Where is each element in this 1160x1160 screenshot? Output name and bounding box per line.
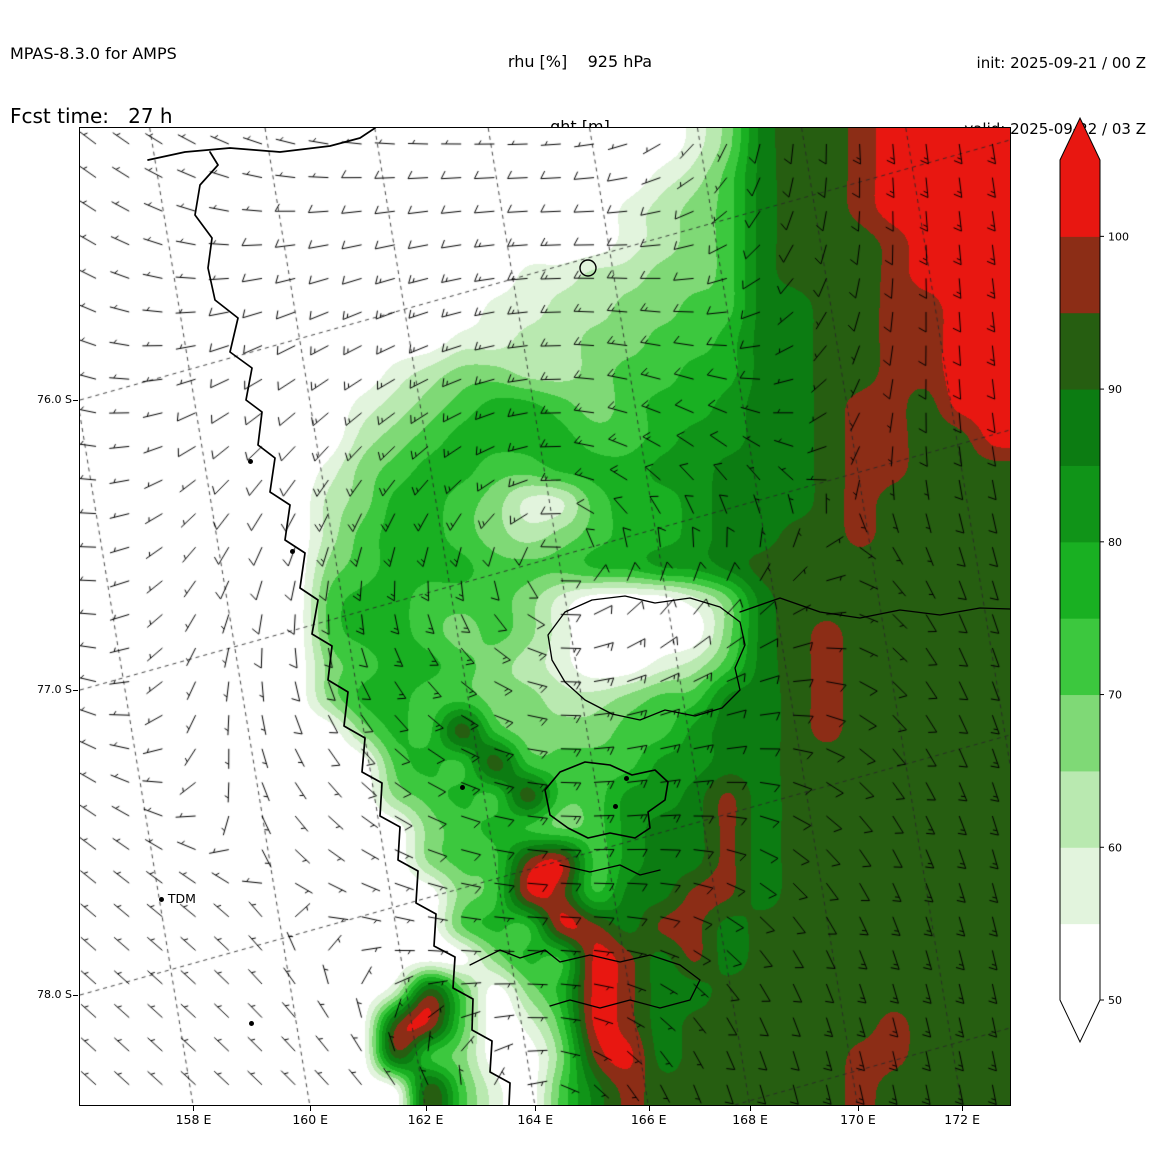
x-tick-label: 172 E (944, 1112, 980, 1127)
x-tick (750, 1105, 752, 1111)
y-tick-label: 76.0 S (37, 393, 72, 407)
x-tick (193, 1105, 195, 1111)
x-tick-label: 162 E (407, 1112, 444, 1127)
colorbar-band (1060, 923, 1100, 1001)
colorbar-band (1060, 847, 1100, 925)
x-tick (535, 1105, 537, 1111)
colorbar-band (1060, 694, 1100, 772)
x-tick-label: 158 E (175, 1112, 212, 1127)
x-tick-label: 160 E (292, 1112, 329, 1127)
colorbar-band (1060, 160, 1100, 237)
header-left: MPAS-8.3.0 for AMPS Fcst time: 27 h (10, 6, 177, 166)
colorbar-arrow-bottom (1060, 1000, 1100, 1042)
colorbar-tick-label: 80 (1108, 536, 1122, 549)
x-tick (648, 1105, 650, 1111)
x-tick-label: 168 E (732, 1112, 768, 1127)
colorbar-band (1060, 465, 1100, 543)
colorbar-tick-label: 90 (1108, 383, 1122, 396)
x-tick-label: 166 E (630, 1112, 667, 1127)
wind-barbs-layer (80, 128, 1010, 1105)
x-tick-label: 164 E (517, 1112, 554, 1127)
colorbar-arrow-top (1060, 118, 1100, 160)
colorbar-band (1060, 770, 1100, 848)
x-tick (857, 1105, 859, 1111)
y-tick-label: 78.0 S (37, 988, 72, 1002)
colorbar: 100 90 80 70 60 50 (1059, 116, 1129, 1044)
colorbar-tick-label: 70 (1108, 689, 1122, 702)
colorbar-band (1060, 312, 1100, 390)
init-time: init: 2025-09-21 / 00 Z (976, 54, 1146, 72)
y-tick-label: 77.0 S (37, 683, 72, 697)
colorbar-tick-label: 60 (1108, 841, 1122, 854)
y-tick (73, 400, 78, 402)
model-title: MPAS-8.3.0 for AMPS (10, 44, 177, 63)
y-tick (73, 690, 78, 692)
colorbar-band (1060, 541, 1100, 619)
field-rhu-label: rhu [%] 925 hPa (507, 52, 653, 71)
colorbar-band (1060, 618, 1100, 696)
colorbar-band (1060, 236, 1100, 314)
x-tick (962, 1105, 964, 1111)
colorbar-band (1060, 389, 1100, 466)
map-plot: TDM (79, 127, 1011, 1106)
x-tick (310, 1105, 312, 1111)
x-tick-label: 170 E (840, 1112, 876, 1127)
colorbar-tick-label: 100 (1108, 230, 1129, 243)
y-tick (73, 995, 78, 997)
colorbar-tick-label: 50 (1108, 994, 1122, 1007)
forecast-time: Fcst time: 27 h (10, 104, 173, 128)
x-tick (425, 1105, 427, 1111)
